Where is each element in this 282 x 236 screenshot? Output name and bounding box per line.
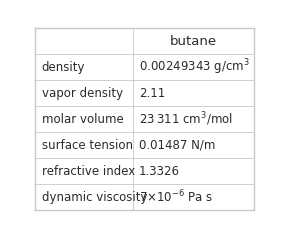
Text: 0.00249343 g/cm$^3$: 0.00249343 g/cm$^3$	[139, 57, 250, 77]
Text: $7{\times}10^{-6}$ Pa s: $7{\times}10^{-6}$ Pa s	[139, 189, 213, 205]
Text: butane: butane	[169, 35, 217, 48]
Text: density: density	[42, 61, 85, 74]
Text: 0.01487 N/m: 0.01487 N/m	[139, 139, 215, 152]
Text: 2.11: 2.11	[139, 87, 165, 100]
Text: 1.3326: 1.3326	[139, 164, 180, 178]
Text: molar volume: molar volume	[42, 113, 124, 126]
Text: surface tension: surface tension	[42, 139, 133, 152]
Text: dynamic viscosity: dynamic viscosity	[42, 190, 147, 204]
Text: refractive index: refractive index	[42, 164, 135, 178]
Text: 23 311 cm$^3$/mol: 23 311 cm$^3$/mol	[139, 110, 233, 128]
Text: vapor density: vapor density	[42, 87, 123, 100]
